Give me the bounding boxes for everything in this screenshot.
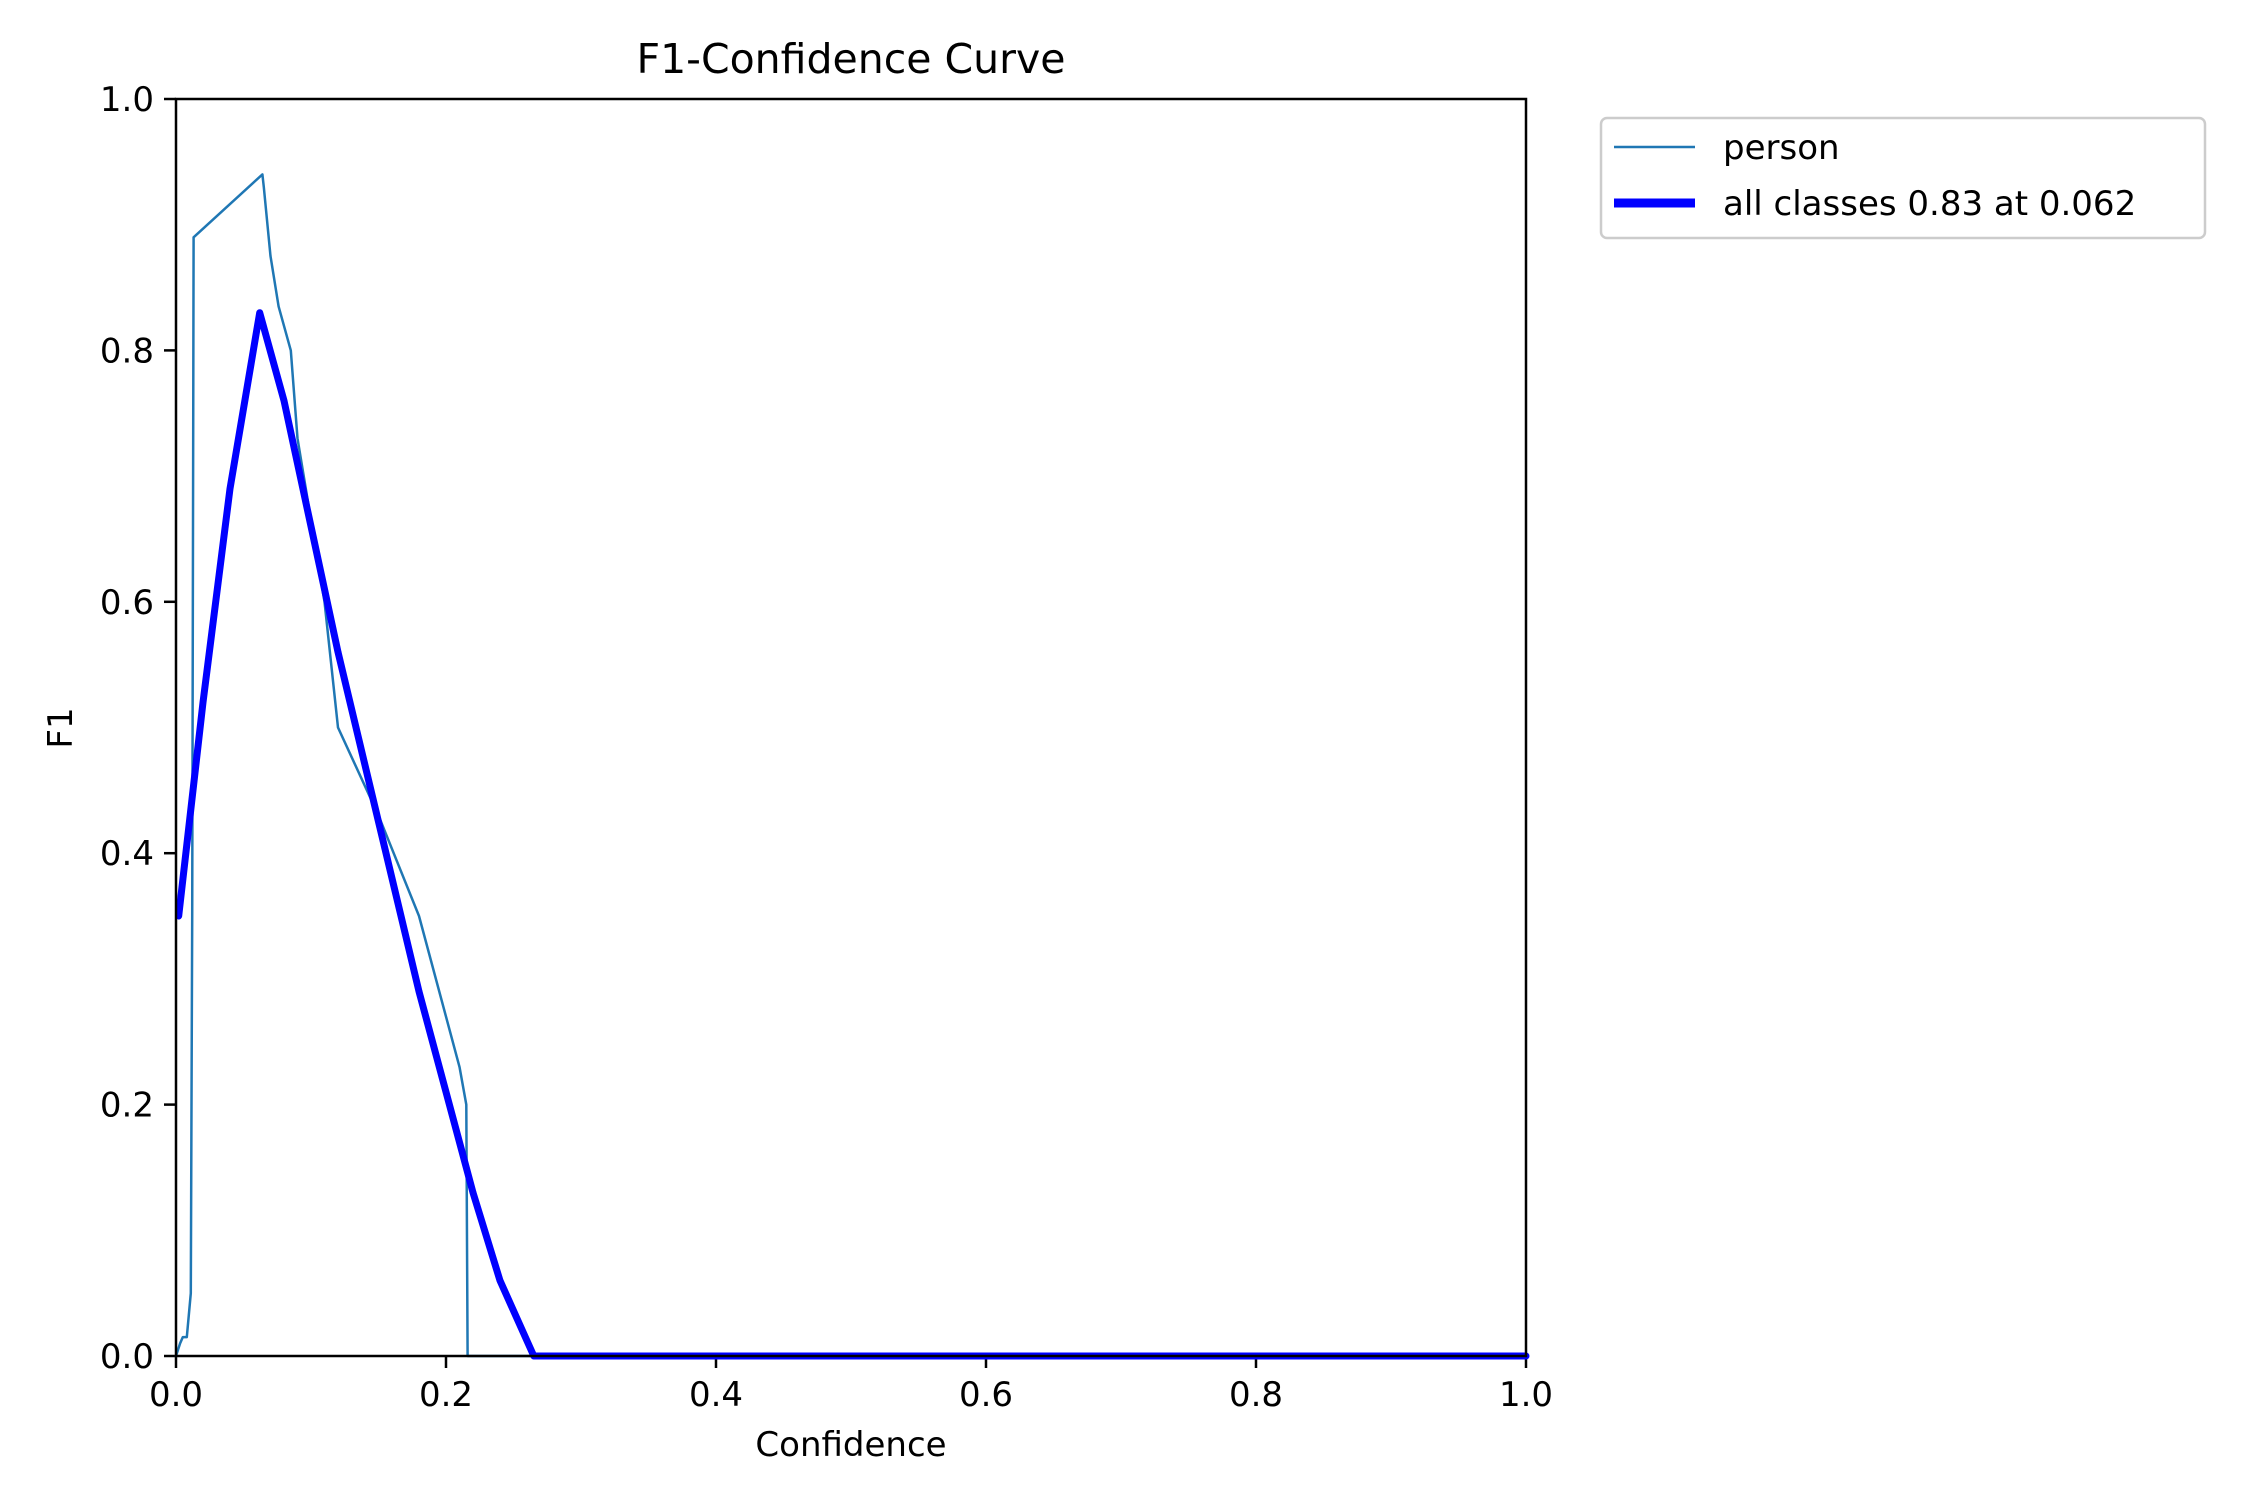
x-tick-label: 0.8 — [1229, 1375, 1283, 1415]
legend-label-person: person — [1723, 128, 1840, 168]
x-tick-label: 0.2 — [419, 1375, 473, 1415]
x-tick-label: 0.0 — [149, 1375, 203, 1415]
y-tick-label: 0.2 — [100, 1086, 154, 1126]
y-tick-label: 1.0 — [100, 80, 154, 120]
y-axis-label: F1 — [41, 707, 81, 748]
x-tick-label: 1.0 — [1499, 1375, 1553, 1415]
chart-title: F1-Confidence Curve — [637, 35, 1066, 83]
y-tick-label: 0.0 — [100, 1337, 154, 1377]
y-tick-label: 0.4 — [100, 834, 154, 874]
axes-layer: 0.0 0.2 0.4 0.6 0.8 1.0 0.0 0.2 0.4 0.6 0.8 1.0 — [100, 80, 1553, 1415]
legend-box — [1599, 116, 2207, 240]
plot-frame — [174, 97, 1528, 1358]
series-line-person — [174, 173, 1528, 1358]
y-tick-label: 0.6 — [100, 583, 154, 623]
x-axis-label: Confidence — [755, 1425, 946, 1465]
series-line-all-classes — [175, 309, 1530, 1360]
legend: person all classes 0.83 at 0.062 — [1599, 116, 2207, 240]
x-tick-label: 0.4 — [689, 1375, 743, 1415]
x-tick-label: 0.6 — [959, 1375, 1013, 1415]
series-layer — [174, 173, 1530, 1360]
legend-label-all-classes: all classes 0.83 at 0.062 — [1723, 184, 2136, 224]
y-tick-label: 0.8 — [100, 331, 154, 371]
